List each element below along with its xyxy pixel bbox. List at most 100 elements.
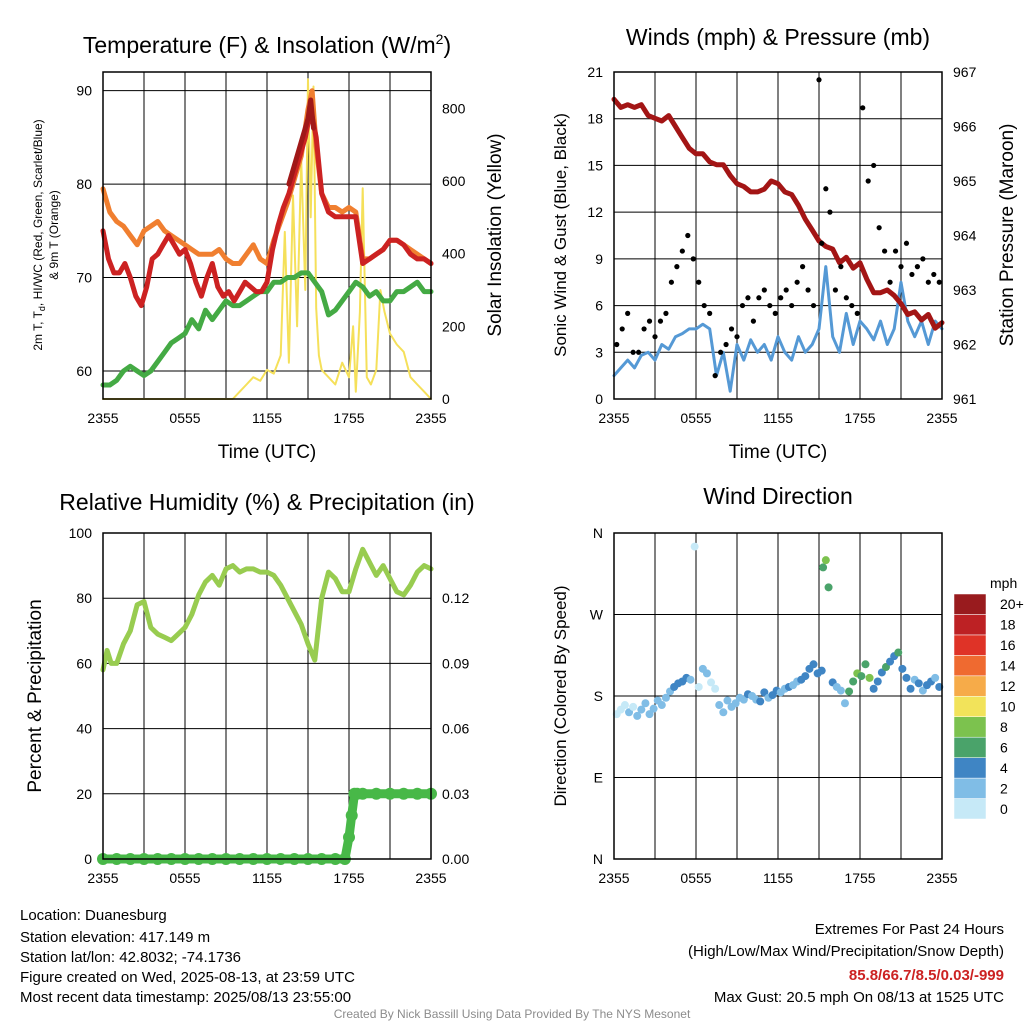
wind-direction-point <box>657 701 666 710</box>
temp-ytick-right-label: 400 <box>442 246 466 262</box>
wind-direction-point <box>865 673 874 682</box>
wind-direction-point <box>694 682 703 691</box>
wind-ytick-left-label: 15 <box>587 157 603 173</box>
wind-ytick-left-label: 6 <box>595 298 603 314</box>
wind-direction-point <box>914 679 923 688</box>
wind-direction-point <box>637 705 646 714</box>
wind-direction-point <box>645 710 654 719</box>
wind-direction-point <box>756 697 765 706</box>
dir-ylabel-left: Direction (Colored By Speed) <box>551 585 570 806</box>
wind-direction-point <box>824 583 833 592</box>
gust-point <box>800 264 806 270</box>
heat-index-line <box>286 97 316 187</box>
colorbar-label: 16 <box>1000 637 1016 653</box>
wind-direction-point <box>690 542 699 551</box>
colorbar-label: 6 <box>1000 739 1008 755</box>
colorbar-label: 20+ <box>1000 596 1024 612</box>
rh-ytick-right-label: 0.09 <box>442 655 469 671</box>
station-pressure-line <box>611 96 945 331</box>
wind-direction-point <box>625 708 634 717</box>
temp-xtick-label: 2355 <box>415 410 446 426</box>
dir-title: Wind Direction <box>703 483 853 509</box>
wind-ylabel-right: Station Pressure (Maroon) <box>997 124 1018 347</box>
temp-xtick-label: 2355 <box>87 410 118 426</box>
wind-direction-point <box>918 686 927 695</box>
gust-point <box>871 162 877 169</box>
temp-ytick-left-label: 60 <box>76 363 92 379</box>
gust-point <box>819 240 825 246</box>
dir-ytick-left-label: N <box>593 525 603 541</box>
temp-xlabel: Time (UTC) <box>218 442 317 463</box>
wind-ytick-right-label: 963 <box>953 282 977 298</box>
wind-ytick-right-label: 961 <box>953 391 977 407</box>
gust-point <box>641 326 647 332</box>
temp-xtick-label: 0555 <box>169 410 200 426</box>
wind-xlabel: Time (UTC) <box>729 442 828 463</box>
precipitation-point <box>356 787 369 800</box>
solar-insolation-line <box>102 78 432 400</box>
gust-point <box>794 279 800 285</box>
wind-direction-point <box>686 675 695 684</box>
wind-ytick-right-label: 964 <box>953 228 977 244</box>
colorbar-label: 12 <box>1000 678 1016 694</box>
colorbar-swatch <box>953 777 987 799</box>
gust-point <box>614 341 620 348</box>
dir-frame <box>613 532 943 860</box>
rh-ytick-right-label: 0.12 <box>442 590 469 606</box>
colorbar-label: 4 <box>1000 760 1008 776</box>
rh-ytick-left-label: 40 <box>76 721 92 737</box>
colorbar-swatch <box>953 716 987 738</box>
wind-direction-point <box>819 563 828 572</box>
gust-point <box>712 373 718 379</box>
colorbar: 0 2 4 6 8 10 12 14 16 18 20+ <box>953 593 1024 820</box>
temp-ylabel-left-line1: 2m T, Td, HI/WC (Red, Green, Scarlet/Blu… <box>31 119 47 350</box>
wind-ytick-left-label: 0 <box>595 391 603 407</box>
colorbar-swatch <box>953 593 987 615</box>
colorbar-label: 10 <box>1000 699 1016 715</box>
info-elevation: Station elevation: 417.149 m <box>20 929 210 946</box>
wind-ytick-right-label: 965 <box>953 173 977 189</box>
extremes-values: 85.8/66.7/8.5/0.03/-999 <box>849 967 1004 984</box>
colorbar-label: 0 <box>1000 801 1008 817</box>
temp-ytick-left-label: 80 <box>76 176 92 192</box>
wind-direction-point <box>715 701 724 710</box>
max-gust: Max Gust: 20.5 mph On 08/13 at 1525 UTC <box>714 989 1004 1006</box>
precipitation-point <box>384 787 396 800</box>
wind-frame <box>613 71 943 400</box>
wind-direction-point <box>840 699 849 708</box>
wind-direction-point <box>902 673 911 682</box>
rh-ytick-left-label: 80 <box>76 590 92 606</box>
gust-point <box>865 178 871 184</box>
wind-xtick-label: 1155 <box>763 410 793 426</box>
wind-direction-point <box>731 699 740 708</box>
gust-point <box>789 302 795 309</box>
colorbar-swatch <box>953 696 987 717</box>
gust-point <box>903 240 910 246</box>
wind-xtick-label: 2355 <box>598 410 629 426</box>
wind-direction-point <box>845 687 854 696</box>
gust-point <box>854 310 860 316</box>
colorbar-label: 8 <box>1000 719 1008 735</box>
wind-ytick-left-label: 12 <box>587 204 603 220</box>
wind-ytick-right-label: 967 <box>953 64 977 80</box>
wind-ylabel-left: Sonic Wind & Gust (Blue, Black) <box>551 113 570 357</box>
temp-panel: 2355 0555 1155 1755 2355 60 70 80 90 0 200 400 600 80… <box>76 71 466 426</box>
gust-point <box>652 334 658 340</box>
wind-direction-point <box>836 686 845 695</box>
dewpoint-line <box>100 270 434 388</box>
temp-title: Temperature (F) & Insolation (W/m2) <box>83 31 451 58</box>
wind-direction-point <box>849 677 858 686</box>
wind-xtick-label: 2355 <box>926 410 957 426</box>
gust-point <box>860 105 866 111</box>
wind-direction-point <box>649 704 658 713</box>
gust-point <box>707 310 713 316</box>
colorbar-swatch <box>953 614 987 636</box>
precipitation-point <box>411 787 424 800</box>
wind-direction-point <box>869 684 878 693</box>
wind-direction-point <box>707 678 716 687</box>
precipitation-point <box>345 809 358 822</box>
info-recent: Most recent data timestamp: 2025/08/13 2… <box>20 989 351 1006</box>
wind-direction-point <box>702 669 711 678</box>
rh-xtick-label: 2355 <box>415 870 446 886</box>
rh-xtick-label: 1755 <box>333 870 364 886</box>
